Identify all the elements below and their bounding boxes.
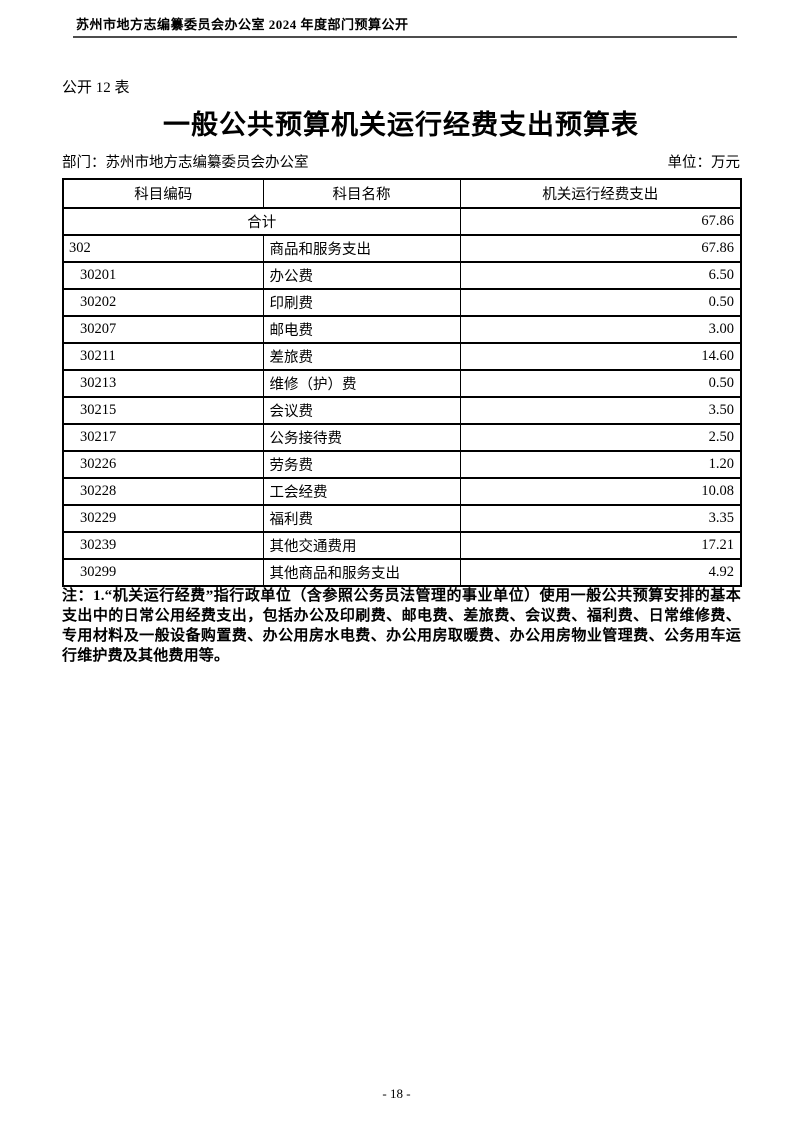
page-number: - 18 - <box>382 1086 411 1101</box>
expense-value-cell: 17.21 <box>459 531 742 560</box>
table-row: 30229 福利费 3.35 <box>62 504 742 533</box>
expense-value-cell: 3.35 <box>459 504 742 533</box>
expense-value-cell: 2.50 <box>459 423 742 452</box>
expense-value-cell: 10.08 <box>459 477 742 506</box>
subject-name-cell: 印刷费 <box>262 288 461 317</box>
column-header-subject-code: 科目编码 <box>62 178 264 209</box>
table-row: 30217 公务接待费 2.50 <box>62 423 742 452</box>
table-row: 30202 印刷费 0.50 <box>62 288 742 317</box>
expense-value-cell: 4.92 <box>459 558 742 587</box>
table-row: 30207 邮电费 3.00 <box>62 315 742 344</box>
table-body: 合计 67.86 302 商品和服务支出 67.86 30201 办公费 6.5… <box>62 207 742 587</box>
subject-name-cell: 维修（护）费 <box>262 369 461 398</box>
footnote: 注：1.“机关运行经费”指行政单位（含参照公务员法管理的事业单位）使用一般公共预… <box>62 588 741 664</box>
subject-code-cell: 302 <box>62 234 264 263</box>
table-row: 30239 其他交通费用 17.21 <box>62 531 742 560</box>
subject-code-cell: 30226 <box>62 450 264 479</box>
table-header-row: 科目编码 科目名称 机关运行经费支出 <box>62 178 742 209</box>
subject-code-cell: 30207 <box>62 315 264 344</box>
table-row: 30299 其他商品和服务支出 4.92 <box>62 558 742 587</box>
total-row: 合计 67.86 <box>62 207 742 236</box>
expense-value-cell: 3.00 <box>459 315 742 344</box>
subject-name-cell: 邮电费 <box>262 315 461 344</box>
table-row: 30211 差旅费 14.60 <box>62 342 742 371</box>
total-label-cell: 合计 <box>62 207 461 236</box>
table-row: 30213 维修（护）费 0.50 <box>62 369 742 398</box>
subject-code-cell: 30202 <box>62 288 264 317</box>
subject-code-cell: 30215 <box>62 396 264 425</box>
document-header-text: 苏州市地方志编纂委员会办公室 2024 年度部门预算公开 <box>76 17 409 32</box>
table-row: 302 商品和服务支出 67.86 <box>62 234 742 263</box>
subject-name-cell: 工会经费 <box>262 477 461 506</box>
total-value-cell: 67.86 <box>459 207 742 236</box>
table-row: 30215 会议费 3.50 <box>62 396 742 425</box>
subject-name-cell: 会议费 <box>262 396 461 425</box>
subject-code-cell: 30299 <box>62 558 264 587</box>
expense-value-cell: 0.50 <box>459 369 742 398</box>
subject-code-cell: 30217 <box>62 423 264 452</box>
subject-code-cell: 30213 <box>62 369 264 398</box>
subject-name-cell: 劳务费 <box>262 450 461 479</box>
expense-value-cell: 1.20 <box>459 450 742 479</box>
expense-value-cell: 67.86 <box>459 234 742 263</box>
department-label: 部门：苏州市地方志编纂委员会办公室 <box>62 155 309 171</box>
page-title: 一般公共预算机关运行经费支出预算表 <box>163 110 639 140</box>
expense-value-cell: 0.50 <box>459 288 742 317</box>
subject-code-cell: 30211 <box>62 342 264 371</box>
subject-name-cell: 福利费 <box>262 504 461 533</box>
subject-name-cell: 差旅费 <box>262 342 461 371</box>
table-row: 30226 劳务费 1.20 <box>62 450 742 479</box>
subject-name-cell: 公务接待费 <box>262 423 461 452</box>
column-header-subject-name: 科目名称 <box>262 178 461 209</box>
expense-value-cell: 6.50 <box>459 261 742 290</box>
budget-table: 科目编码 科目名称 机关运行经费支出 合计 67.86 302 商品和服务支出 … <box>62 178 742 587</box>
subject-name-cell: 其他交通费用 <box>262 531 461 560</box>
expense-value-cell: 14.60 <box>459 342 742 371</box>
table-row: 30228 工会经费 10.08 <box>62 477 742 506</box>
expense-value-cell: 3.50 <box>459 396 742 425</box>
subject-name-cell: 其他商品和服务支出 <box>262 558 461 587</box>
header-divider <box>73 36 737 38</box>
table-row: 30201 办公费 6.50 <box>62 261 742 290</box>
table-meta-row: 部门：苏州市地方志编纂委员会办公室 单位：万元 <box>62 151 740 172</box>
table-label: 公开 12 表 <box>62 80 130 96</box>
subject-code-cell: 30229 <box>62 504 264 533</box>
column-header-operating-expense: 机关运行经费支出 <box>459 178 742 209</box>
subject-name-cell: 商品和服务支出 <box>262 234 461 263</box>
subject-name-cell: 办公费 <box>262 261 461 290</box>
subject-code-cell: 30239 <box>62 531 264 560</box>
subject-code-cell: 30228 <box>62 477 264 506</box>
subject-code-cell: 30201 <box>62 261 264 290</box>
unit-label: 单位：万元 <box>667 155 741 171</box>
